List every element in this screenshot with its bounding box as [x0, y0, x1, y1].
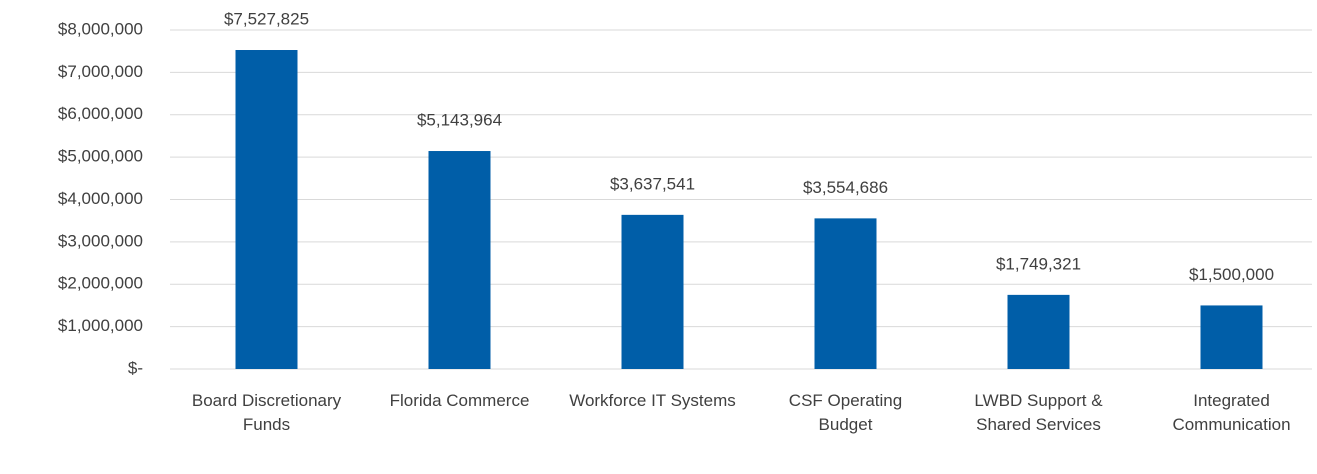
y-tick-label: $6,000,000 — [58, 104, 143, 123]
bar — [1007, 294, 1070, 369]
y-tick-label: $5,000,000 — [58, 147, 143, 166]
data-label: $7,527,825 — [224, 9, 309, 28]
bar — [1200, 305, 1263, 369]
data-label: $5,143,964 — [417, 111, 502, 130]
x-tick-label: Board Discretionary Funds — [192, 391, 342, 434]
x-tick-label: Florida Commerce — [390, 391, 530, 410]
data-label: $1,749,321 — [996, 254, 1081, 273]
bar — [235, 50, 298, 369]
x-tick-label: LWBD Support & Shared Services — [974, 391, 1103, 434]
y-tick-label: $3,000,000 — [58, 231, 143, 250]
y-tick-label: $1,000,000 — [58, 316, 143, 335]
y-tick-label: $7,000,000 — [58, 62, 143, 81]
y-tick-label: $- — [128, 358, 143, 377]
bar — [814, 218, 877, 369]
y-tick-label: $2,000,000 — [58, 274, 143, 293]
data-label: $3,554,686 — [803, 178, 888, 197]
x-tick-label: Integrated Communication — [1172, 391, 1290, 434]
y-tick-label: $8,000,000 — [58, 19, 143, 38]
x-tick-label: Workforce IT Systems — [569, 391, 736, 410]
x-tick-label: CSF Operating Budget — [789, 391, 902, 434]
bar — [621, 214, 684, 369]
bar — [428, 151, 491, 369]
y-tick-label: $4,000,000 — [58, 189, 143, 208]
data-label: $1,500,000 — [1189, 265, 1274, 284]
data-label: $3,637,541 — [610, 174, 695, 193]
